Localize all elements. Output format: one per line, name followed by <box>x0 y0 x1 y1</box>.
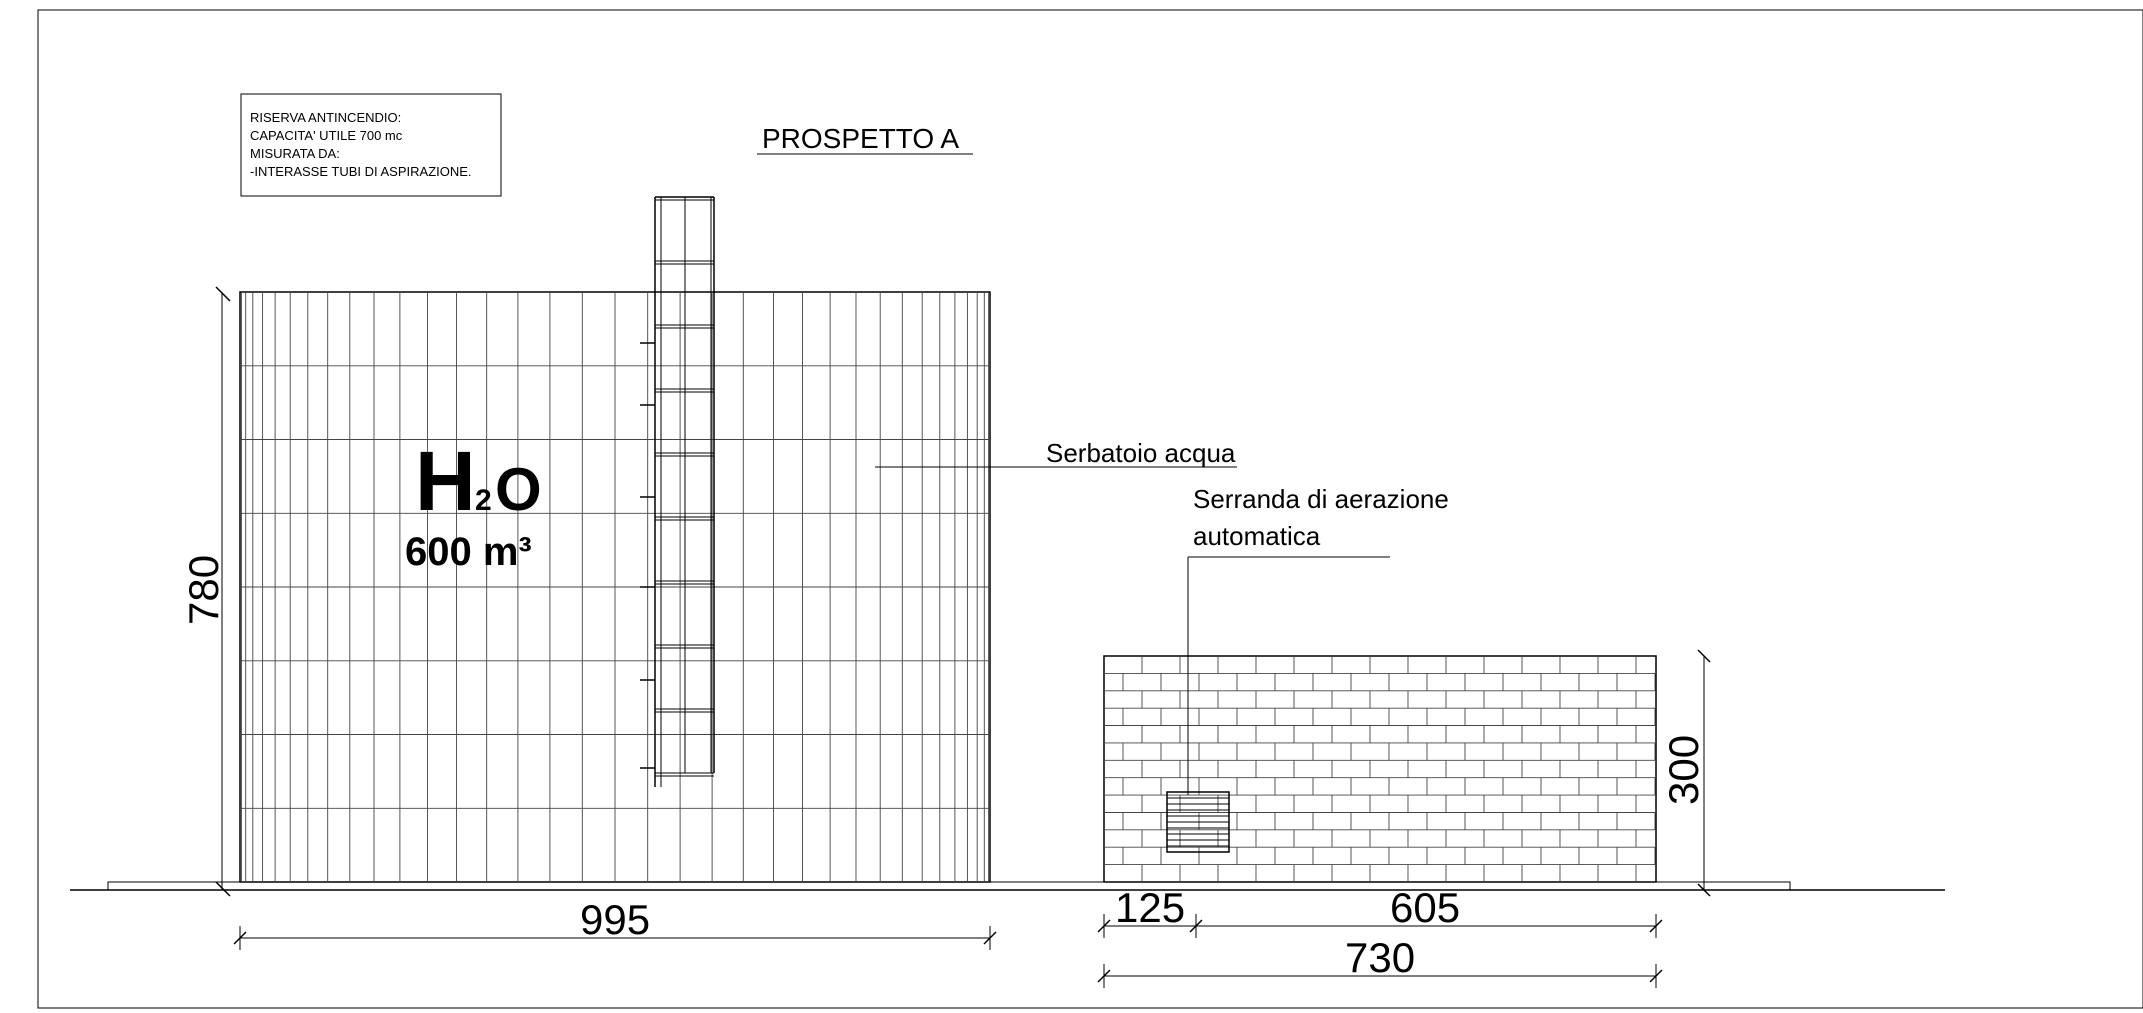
louver-callout-line-2: automatica <box>1193 521 1321 551</box>
note-line-3: MISURATA DA: <box>250 146 340 161</box>
drawing-title: PROSPETTO A <box>762 123 959 154</box>
dim-building-seg1-value: 125 <box>1115 884 1185 931</box>
note-box <box>240 93 502 197</box>
fire-reserve-note: RISERVA ANTINCENDIO: CAPACITA' UTILE 700… <box>240 93 502 197</box>
ventilation-louver <box>1166 791 1230 853</box>
water-tank <box>239 291 991 883</box>
building-outline <box>1103 655 1657 883</box>
h2o-letter-o: O <box>495 456 542 523</box>
h2o-letter-h: H <box>415 434 476 528</box>
tank-ladder <box>640 196 715 787</box>
dim-tank-height-value: 780 <box>180 555 227 625</box>
dim-building-segments: 125 605 <box>1097 884 1663 938</box>
tank-callout-label: Serbatoio acqua <box>1046 438 1236 468</box>
dim-building-height: 300 <box>1660 649 1711 897</box>
h2o-label: H 2 O <box>415 434 542 528</box>
dim-tank-width: 995 <box>233 896 997 950</box>
dim-building-seg2-value: 605 <box>1390 884 1460 931</box>
tank-volume: 600 m³ <box>405 530 532 574</box>
louver-callout-line-1: Serranda di aerazione <box>1193 484 1449 514</box>
dim-tank-width-value: 995 <box>580 896 650 943</box>
note-line-1: RISERVA ANTINCENDIO: <box>250 110 401 125</box>
dim-building-total: 730 <box>1097 934 1663 988</box>
dim-building-total-value: 730 <box>1345 934 1415 981</box>
h2o-subscript-2: 2 <box>475 484 492 517</box>
note-line-4: -INTERASSE TUBI DI ASPIRAZIONE. <box>250 164 472 179</box>
base-slab <box>107 881 1791 891</box>
pump-building <box>1103 655 1657 883</box>
note-line-2: CAPACITA' UTILE 700 mc <box>250 128 403 143</box>
dim-building-height-value: 300 <box>1660 735 1707 805</box>
sheet-border <box>37 9 2143 1009</box>
dim-tank-height: 780 <box>180 286 231 897</box>
